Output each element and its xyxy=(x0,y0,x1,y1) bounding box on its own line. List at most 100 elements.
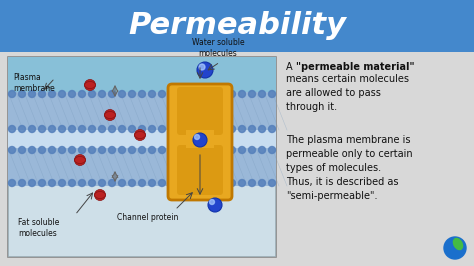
Ellipse shape xyxy=(104,111,116,118)
Circle shape xyxy=(58,180,65,186)
Circle shape xyxy=(268,180,275,186)
Circle shape xyxy=(138,126,146,132)
FancyBboxPatch shape xyxy=(186,130,214,148)
Circle shape xyxy=(69,90,75,98)
Text: means certain molecules
are allowed to pass
through it.: means certain molecules are allowed to p… xyxy=(286,74,409,112)
Circle shape xyxy=(208,198,222,212)
Circle shape xyxy=(28,90,36,98)
Circle shape xyxy=(179,147,185,153)
Circle shape xyxy=(79,90,85,98)
Circle shape xyxy=(258,126,265,132)
Circle shape xyxy=(18,90,26,98)
FancyBboxPatch shape xyxy=(8,130,276,148)
Circle shape xyxy=(109,180,116,186)
Circle shape xyxy=(28,147,36,153)
Text: "permeable material": "permeable material" xyxy=(296,62,414,72)
Text: A: A xyxy=(286,62,296,72)
Circle shape xyxy=(118,90,126,98)
FancyBboxPatch shape xyxy=(177,87,223,135)
Circle shape xyxy=(238,126,246,132)
Text: The plasma membrane is
permeable only to certain
types of molecules.
Thus, it is: The plasma membrane is permeable only to… xyxy=(286,135,413,201)
Circle shape xyxy=(179,180,185,186)
Text: Fat soluble
molecules: Fat soluble molecules xyxy=(18,218,59,238)
Circle shape xyxy=(258,147,265,153)
Circle shape xyxy=(109,126,116,132)
Circle shape xyxy=(268,147,275,153)
Circle shape xyxy=(9,90,16,98)
Circle shape xyxy=(9,147,16,153)
Circle shape xyxy=(89,180,95,186)
Circle shape xyxy=(148,180,155,186)
Circle shape xyxy=(168,90,175,98)
Circle shape xyxy=(189,90,195,98)
Circle shape xyxy=(209,126,216,132)
Circle shape xyxy=(109,147,116,153)
Circle shape xyxy=(248,90,255,98)
Circle shape xyxy=(209,147,216,153)
Circle shape xyxy=(89,126,95,132)
Ellipse shape xyxy=(454,238,463,250)
Circle shape xyxy=(158,126,165,132)
Circle shape xyxy=(193,133,207,147)
Circle shape xyxy=(74,155,85,165)
Circle shape xyxy=(189,147,195,153)
Circle shape xyxy=(48,180,55,186)
Circle shape xyxy=(199,64,205,70)
Circle shape xyxy=(9,126,16,132)
FancyBboxPatch shape xyxy=(8,148,276,186)
Circle shape xyxy=(58,147,65,153)
Circle shape xyxy=(118,147,126,153)
Circle shape xyxy=(248,180,255,186)
Circle shape xyxy=(248,147,255,153)
Circle shape xyxy=(228,147,236,153)
Circle shape xyxy=(69,126,75,132)
Circle shape xyxy=(109,90,116,98)
Circle shape xyxy=(248,126,255,132)
Circle shape xyxy=(48,147,55,153)
Circle shape xyxy=(89,147,95,153)
Circle shape xyxy=(199,90,206,98)
Circle shape xyxy=(219,180,226,186)
Circle shape xyxy=(38,147,46,153)
Circle shape xyxy=(268,126,275,132)
Circle shape xyxy=(228,180,236,186)
Circle shape xyxy=(48,126,55,132)
Circle shape xyxy=(28,180,36,186)
Circle shape xyxy=(210,200,215,205)
Circle shape xyxy=(148,90,155,98)
Circle shape xyxy=(138,180,146,186)
Circle shape xyxy=(79,147,85,153)
Circle shape xyxy=(197,62,213,78)
Circle shape xyxy=(99,90,106,98)
FancyBboxPatch shape xyxy=(8,57,276,92)
Circle shape xyxy=(194,135,200,139)
Circle shape xyxy=(128,147,136,153)
Circle shape xyxy=(179,126,185,132)
FancyBboxPatch shape xyxy=(0,0,474,52)
Circle shape xyxy=(219,90,226,98)
Circle shape xyxy=(28,126,36,132)
Circle shape xyxy=(199,180,206,186)
Circle shape xyxy=(238,90,246,98)
Circle shape xyxy=(189,180,195,186)
FancyBboxPatch shape xyxy=(8,57,276,257)
Circle shape xyxy=(99,126,106,132)
Circle shape xyxy=(48,90,55,98)
Circle shape xyxy=(38,126,46,132)
Circle shape xyxy=(219,147,226,153)
Circle shape xyxy=(238,180,246,186)
Circle shape xyxy=(209,90,216,98)
Text: Water soluble
molecules: Water soluble molecules xyxy=(191,38,244,58)
Circle shape xyxy=(99,147,106,153)
Ellipse shape xyxy=(135,131,146,139)
Circle shape xyxy=(258,180,265,186)
Circle shape xyxy=(128,180,136,186)
Circle shape xyxy=(168,147,175,153)
Circle shape xyxy=(84,80,95,90)
Circle shape xyxy=(209,180,216,186)
Circle shape xyxy=(444,237,466,259)
Circle shape xyxy=(189,126,195,132)
Circle shape xyxy=(199,147,206,153)
Circle shape xyxy=(135,130,146,140)
Circle shape xyxy=(268,90,275,98)
